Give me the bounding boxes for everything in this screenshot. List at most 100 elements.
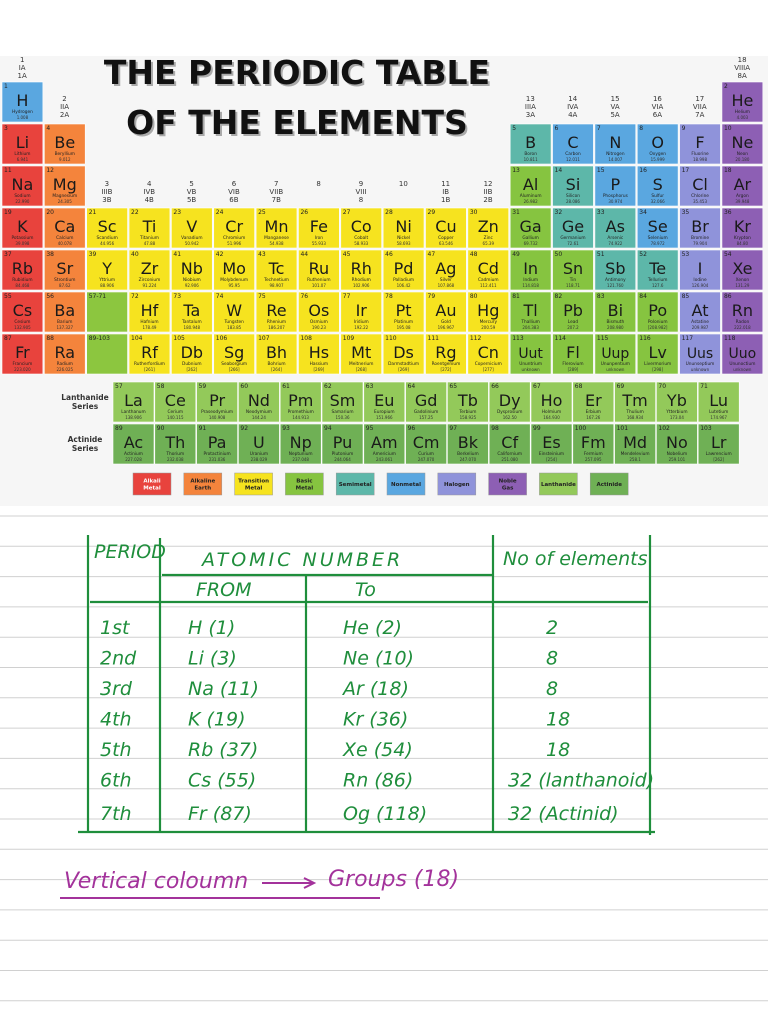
element-name: Dysprosium <box>497 409 522 415</box>
symbol: Tb <box>457 391 478 410</box>
note-cell: 18 <box>546 739 570 761</box>
legend-label: Noble <box>499 479 517 485</box>
atomic-mass: 164.930 <box>543 415 560 420</box>
atomic-number: 47 <box>428 251 436 258</box>
atomic-mass: 144.24 <box>252 415 266 420</box>
atomic-mass: 251.080 <box>501 457 518 462</box>
element-name: Hassium <box>310 361 328 367</box>
note-cell: Rb (37) <box>188 739 258 761</box>
element-name: Technetium <box>263 277 289 283</box>
element-name: Lutetium <box>709 409 728 415</box>
cell-bg <box>382 333 425 375</box>
cell-bg <box>721 249 764 291</box>
header-period: PERIOD <box>94 541 166 563</box>
group-label: 15 <box>611 95 620 103</box>
footer-right: Groups (18) <box>328 867 459 892</box>
symbol: Ds <box>393 343 414 362</box>
element-name: Selenium <box>648 235 668 241</box>
group-label: 12 <box>484 180 493 188</box>
atomic-mass: 140.115 <box>167 415 184 420</box>
symbol: Lr <box>711 433 727 452</box>
atomic-number: 112 <box>470 335 482 342</box>
atomic-number: 103 <box>700 425 712 432</box>
element-name: Osmium <box>310 319 328 325</box>
cell-bg <box>279 381 322 423</box>
cell-bg <box>552 123 594 165</box>
note-cell: 18 <box>546 709 570 731</box>
title-line: OF THE ELEMENTS <box>126 103 468 142</box>
group-label: 3 <box>105 180 109 188</box>
element-name: Neodymium <box>246 409 272 415</box>
group-label: 3B <box>102 196 111 204</box>
cell-bg <box>679 123 721 165</box>
atomic-mass: 162.50 <box>503 415 517 420</box>
symbol: Ba <box>54 301 75 320</box>
atomic-number: 73 <box>173 293 181 300</box>
element-name: Sulfur <box>651 193 664 199</box>
element-name: Bromine <box>691 235 709 241</box>
atomic-mass: 131.29 <box>735 283 749 288</box>
element-name: Thulium <box>625 409 643 415</box>
symbol: Tc <box>268 259 285 278</box>
atomic-number: 42 <box>216 251 224 258</box>
note-cell: 32 (Actinid) <box>508 803 619 825</box>
atomic-number: 62 <box>324 383 332 390</box>
element-name: Sodium <box>14 193 30 199</box>
atomic-mass: 204.383 <box>522 325 539 330</box>
atomic-number: 43 <box>258 251 266 258</box>
atomic-number: 102 <box>658 425 670 432</box>
cell-bg <box>572 381 615 423</box>
element-name: Hydrogen <box>12 109 33 115</box>
cell-bg <box>721 165 764 207</box>
atomic-mass: 12.011 <box>566 157 580 162</box>
element-name: Praseodymium <box>201 409 233 415</box>
cell-bg <box>405 423 447 465</box>
atomic-number: 79 <box>428 293 436 300</box>
atomic-number: 52 <box>639 251 647 258</box>
atomic-mass: 247.070 <box>418 457 435 462</box>
group-label: 4B <box>145 196 154 204</box>
atomic-mass: 91.224 <box>142 283 156 288</box>
atomic-number: 15 <box>597 167 605 174</box>
symbol: K <box>17 217 28 236</box>
symbol: Ir <box>356 301 368 320</box>
symbol: Fe <box>310 217 328 236</box>
atomic-number: 86 <box>724 293 732 300</box>
atomic-number: 60 <box>240 383 248 390</box>
group-label: 5 <box>189 180 193 188</box>
group-label: 1B <box>441 196 450 204</box>
atomic-number: 4 <box>46 125 50 132</box>
atomic-mass: 84.468 <box>15 283 29 288</box>
note-cell: Rn (86) <box>343 770 413 792</box>
element-name: Potassium <box>11 235 33 241</box>
series-label: Lanthanide <box>61 393 109 402</box>
cell-bg <box>679 207 721 249</box>
group-label: 13 <box>526 95 535 103</box>
symbol: Cf <box>501 433 518 452</box>
symbol: Cd <box>478 259 499 278</box>
symbol: Li <box>16 133 29 152</box>
atomic-number: 6 <box>555 125 559 132</box>
atomic-mass: 20.180 <box>735 157 749 162</box>
symbol: At <box>692 301 709 320</box>
header-to: To <box>355 579 376 601</box>
atomic-number: 94 <box>324 425 332 432</box>
cell-bg <box>86 207 128 249</box>
legend-swatch <box>132 472 172 496</box>
cell-bg <box>128 207 171 249</box>
atomic-number: 21 <box>89 209 97 216</box>
symbol: Db <box>181 343 203 362</box>
